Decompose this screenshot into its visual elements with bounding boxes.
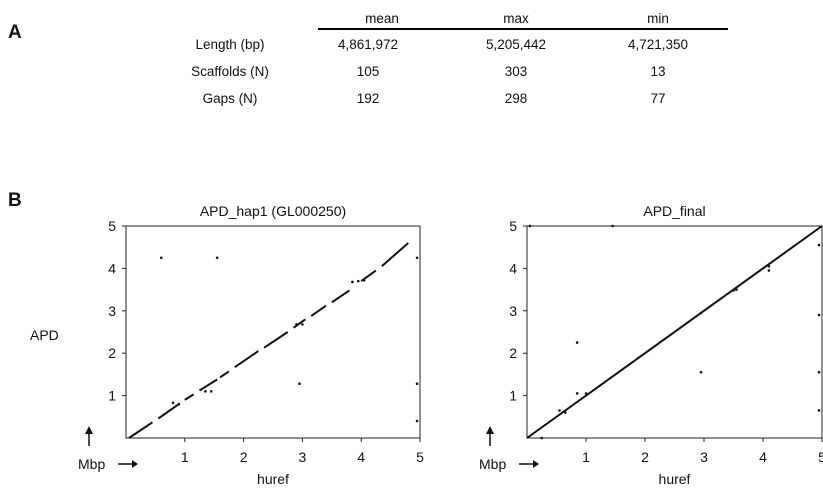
alignment-point (732, 289, 735, 292)
y-tick-label: 5 (108, 218, 116, 234)
alignment-point (735, 288, 738, 291)
unit-label: Mbp (78, 456, 105, 472)
table-cell: 77 (650, 91, 666, 106)
y-axis-label: APD (30, 327, 59, 343)
alignment-point (699, 370, 703, 374)
alignment-segment (219, 370, 230, 379)
alignment-point (351, 280, 354, 284)
x-tick-label: 5 (416, 449, 424, 465)
row-label-scaffolds: Scaffolds (N) (191, 64, 269, 79)
y-tick-label: 1 (108, 388, 116, 404)
plot-frame (526, 225, 823, 439)
table-cell: 192 (356, 91, 380, 106)
y-tick-label: 2 (108, 345, 116, 361)
row-label-length: Length (bp) (195, 37, 265, 52)
column-header-max: max (503, 11, 529, 26)
alignment-point (362, 278, 366, 282)
alignment-segment (184, 393, 195, 401)
table-cell: 4,861,972 (337, 37, 399, 52)
alignment-segment (234, 350, 259, 369)
arrowhead-up-icon (486, 426, 494, 434)
column-header-min: min (647, 11, 669, 26)
alignment-point (575, 341, 579, 344)
alignment-point (298, 382, 301, 386)
alignment-segment (128, 421, 154, 439)
alignment-point (415, 419, 419, 423)
assembly-stats-table: mean max min Length (bp) 4,861,972 5,205… (0, 0, 823, 110)
alignment-point (295, 323, 298, 326)
alignment-point (564, 411, 567, 414)
alignment-point (301, 323, 304, 326)
alignment-point (817, 370, 821, 374)
column-header-mean: mean (365, 11, 399, 26)
plot-title: APD_hap1 (GL000250) (200, 203, 346, 219)
x-tick-label: 1 (181, 449, 189, 465)
alignment-point (171, 401, 175, 405)
alignment-point (817, 243, 821, 247)
x-tick-label: 4 (759, 449, 767, 465)
alignment-point (767, 269, 771, 272)
alignment-segment (381, 242, 409, 268)
y-tick-label: 3 (509, 303, 517, 319)
row-label-gaps: Gaps (N) (202, 91, 258, 106)
x-tick-label: 5 (818, 449, 823, 465)
x-tick-label: 3 (700, 449, 708, 465)
table-cell: 105 (356, 64, 380, 79)
alignment-segment (157, 403, 180, 420)
alignment-point (204, 390, 207, 393)
alignment-point (215, 256, 219, 260)
plot-frame (125, 225, 421, 439)
x-tick-label: 4 (357, 449, 365, 465)
plot-title: APD_final (643, 203, 705, 219)
alignment-point (356, 279, 360, 283)
alignment-segment (331, 289, 350, 304)
table-cell: 4,721,350 (627, 37, 689, 52)
panel-b-label: B (8, 190, 22, 211)
y-tick-label: 4 (509, 260, 517, 276)
alignment-point (177, 402, 181, 406)
alignment-segment (198, 378, 218, 392)
unit-label: Mbp (479, 456, 506, 472)
x-tick-label: 1 (582, 449, 590, 465)
alignment-point (817, 313, 821, 317)
arrowhead-up-icon (85, 426, 93, 434)
x-axis-label: huref (659, 471, 691, 487)
alignment-point (540, 436, 544, 440)
panel-a-label: A (8, 22, 22, 43)
alignment-segment (526, 225, 823, 439)
alignment-point (817, 409, 821, 412)
x-axis-label: huref (257, 471, 289, 487)
alignment-point (415, 382, 419, 386)
table-header-rule (318, 28, 728, 30)
x-tick-label: 2 (641, 449, 649, 465)
alignment-point (209, 390, 213, 393)
y-tick-label: 2 (509, 345, 517, 361)
y-tick-label: 5 (509, 218, 517, 234)
alignment-segment (263, 331, 289, 349)
table-cell: 298 (504, 91, 528, 106)
alignment-point (415, 256, 419, 260)
alignment-segment (310, 304, 327, 317)
y-tick-label: 3 (108, 303, 116, 319)
table-cell: 5,205,442 (485, 37, 547, 52)
y-tick-label: 4 (108, 260, 116, 276)
alignment-segment (292, 318, 306, 329)
x-tick-label: 2 (240, 449, 248, 465)
alignment-point (575, 392, 579, 395)
alignment-point (767, 264, 771, 268)
alignment-point (558, 409, 561, 412)
alignment-point (159, 256, 163, 260)
alignment-point (611, 224, 614, 228)
table-cell: 303 (504, 64, 528, 79)
x-tick-label: 3 (299, 449, 307, 465)
arrowhead-right-icon (533, 460, 539, 468)
alignment-point (699, 311, 703, 315)
alignment-point (528, 224, 532, 228)
arrowhead-right-icon (132, 460, 138, 468)
y-tick-label: 1 (509, 388, 517, 404)
table-cell: 13 (650, 64, 666, 79)
alignment-point (584, 392, 588, 395)
